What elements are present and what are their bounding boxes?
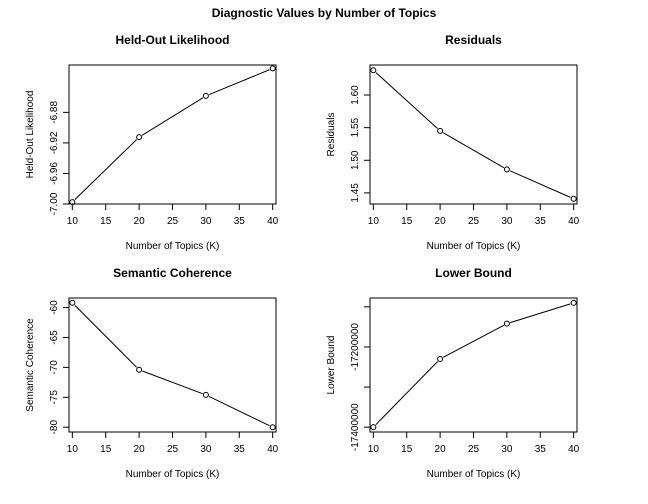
- data-point: [136, 366, 143, 373]
- x-tick-label: 25: [468, 216, 480, 227]
- x-tick-label: 15: [401, 216, 413, 227]
- x-tick-label: 10: [368, 216, 380, 227]
- panel-held-out-likelihood: Held-Out Likelihood 10 15 20 25 30 35 40 -7.00 -6…: [25, 33, 279, 252]
- y-tick-label: -65: [49, 330, 60, 345]
- x-tick-label: 35: [535, 216, 547, 227]
- data-point: [437, 127, 444, 134]
- data-point: [503, 166, 510, 173]
- x-tick-label: 20: [134, 444, 146, 455]
- x-tick-label: 30: [200, 444, 212, 455]
- x-tick-label: 40: [568, 444, 580, 455]
- x-tick-label: 35: [234, 444, 246, 455]
- panel-residuals: Residuals 10 15 20 25 30 35 40 1.45 1.50 1.55 1.60 N…: [326, 33, 580, 252]
- x-tick-label: 30: [501, 444, 513, 455]
- series-segment: [208, 395, 270, 427]
- x-tick-label: 30: [501, 216, 513, 227]
- y-tick-label: 1.60: [350, 85, 361, 105]
- panel-title: Held-Out Likelihood: [116, 33, 230, 47]
- x-tick-label: 40: [267, 444, 279, 455]
- y-tick-label: -6.92: [49, 131, 60, 154]
- data-point: [370, 67, 377, 74]
- x-tick-label: 15: [100, 216, 112, 227]
- x-tick-label: 25: [167, 216, 179, 227]
- data-point: [69, 299, 76, 306]
- data-point: [570, 195, 577, 202]
- x-tick-label: 30: [200, 216, 212, 227]
- panel-semantic-coherence: Semantic Coherence 10 15 20 25 30 35 40 -80 -75 -7…: [25, 266, 279, 480]
- plot-frame: [68, 297, 277, 433]
- x-tick-label: 25: [167, 444, 179, 455]
- data-point: [136, 134, 143, 141]
- series-segment: [509, 170, 571, 198]
- series-segment: [510, 303, 571, 324]
- y-tick-label: -17200000: [350, 323, 361, 371]
- data-point: [269, 424, 276, 431]
- data-point: [570, 299, 577, 306]
- plot-frame: [369, 64, 578, 205]
- x-tick-label: 10: [67, 216, 79, 227]
- x-tick-label: 35: [234, 216, 246, 227]
- series-segment: [375, 72, 438, 129]
- data-point: [269, 65, 276, 72]
- series-segment: [442, 324, 505, 358]
- y-tick-label: -6.96: [49, 162, 60, 185]
- series-segment: [208, 69, 270, 96]
- y-tick-label: -6.88: [49, 101, 60, 124]
- x-tick-label: 40: [568, 216, 580, 227]
- data-point: [202, 391, 209, 398]
- x-tick-label: 20: [435, 444, 447, 455]
- data-point: [370, 424, 377, 431]
- data-point: [437, 355, 444, 362]
- series-segment: [142, 370, 203, 395]
- y-tick-label: -60: [49, 300, 60, 315]
- x-tick-label: 15: [100, 444, 112, 455]
- x-tick-label: 40: [267, 216, 279, 227]
- x-axis-label: Number of Topics (K): [126, 469, 220, 480]
- x-tick-label: 15: [401, 444, 413, 455]
- y-tick-label: -7.00: [49, 192, 60, 215]
- series-segment: [74, 139, 137, 201]
- panel-lower-bound: Lower Bound 10 15 20 25 30 35 40 -17400000 -17200…: [326, 266, 580, 480]
- data-point: [503, 320, 510, 327]
- x-tick-label: 35: [535, 444, 547, 455]
- x-tick-label: 10: [67, 444, 79, 455]
- x-tick-label: 10: [368, 444, 380, 455]
- x-tick-label: 20: [134, 216, 146, 227]
- y-tick-label: -75: [49, 390, 60, 405]
- series-segment: [74, 304, 137, 368]
- x-axis-label: Number of Topics (K): [427, 469, 521, 480]
- y-tick-label: 1.55: [350, 117, 361, 137]
- figure-title: Diagnostic Values by Number of Topics: [212, 6, 437, 20]
- y-tick-label: 1.45: [350, 183, 361, 203]
- y-tick-label: 1.50: [350, 150, 361, 170]
- y-tick-label: -70: [49, 360, 60, 375]
- y-axis-label: Semantic Coherence: [25, 318, 36, 412]
- x-tick-label: 25: [468, 444, 480, 455]
- x-axis-label: Number of Topics (K): [427, 241, 521, 252]
- panel-title: Residuals: [445, 33, 502, 47]
- plot-frame: [68, 64, 277, 205]
- panel-title: Lower Bound: [435, 266, 512, 280]
- x-tick-label: 20: [435, 216, 447, 227]
- y-tick-label: -80: [49, 420, 60, 435]
- series-segment: [141, 97, 204, 136]
- series-segment: [442, 132, 505, 169]
- y-axis-label: Residuals: [326, 113, 337, 157]
- panels-container: Held-Out Likelihood 10 15 20 25 30 35 40 -7.00 -6…: [25, 33, 580, 480]
- y-axis-label: Held-Out Likelihood: [25, 91, 36, 179]
- data-point: [202, 92, 209, 99]
- series-segment: [375, 361, 439, 426]
- plot-frame: [369, 297, 578, 433]
- panel-title: Semantic Coherence: [113, 266, 232, 280]
- data-point: [69, 199, 76, 206]
- x-axis-label: Number of Topics (K): [126, 241, 220, 252]
- y-tick-label: -17400000: [350, 403, 361, 451]
- y-axis-label: Lower Bound: [326, 336, 337, 395]
